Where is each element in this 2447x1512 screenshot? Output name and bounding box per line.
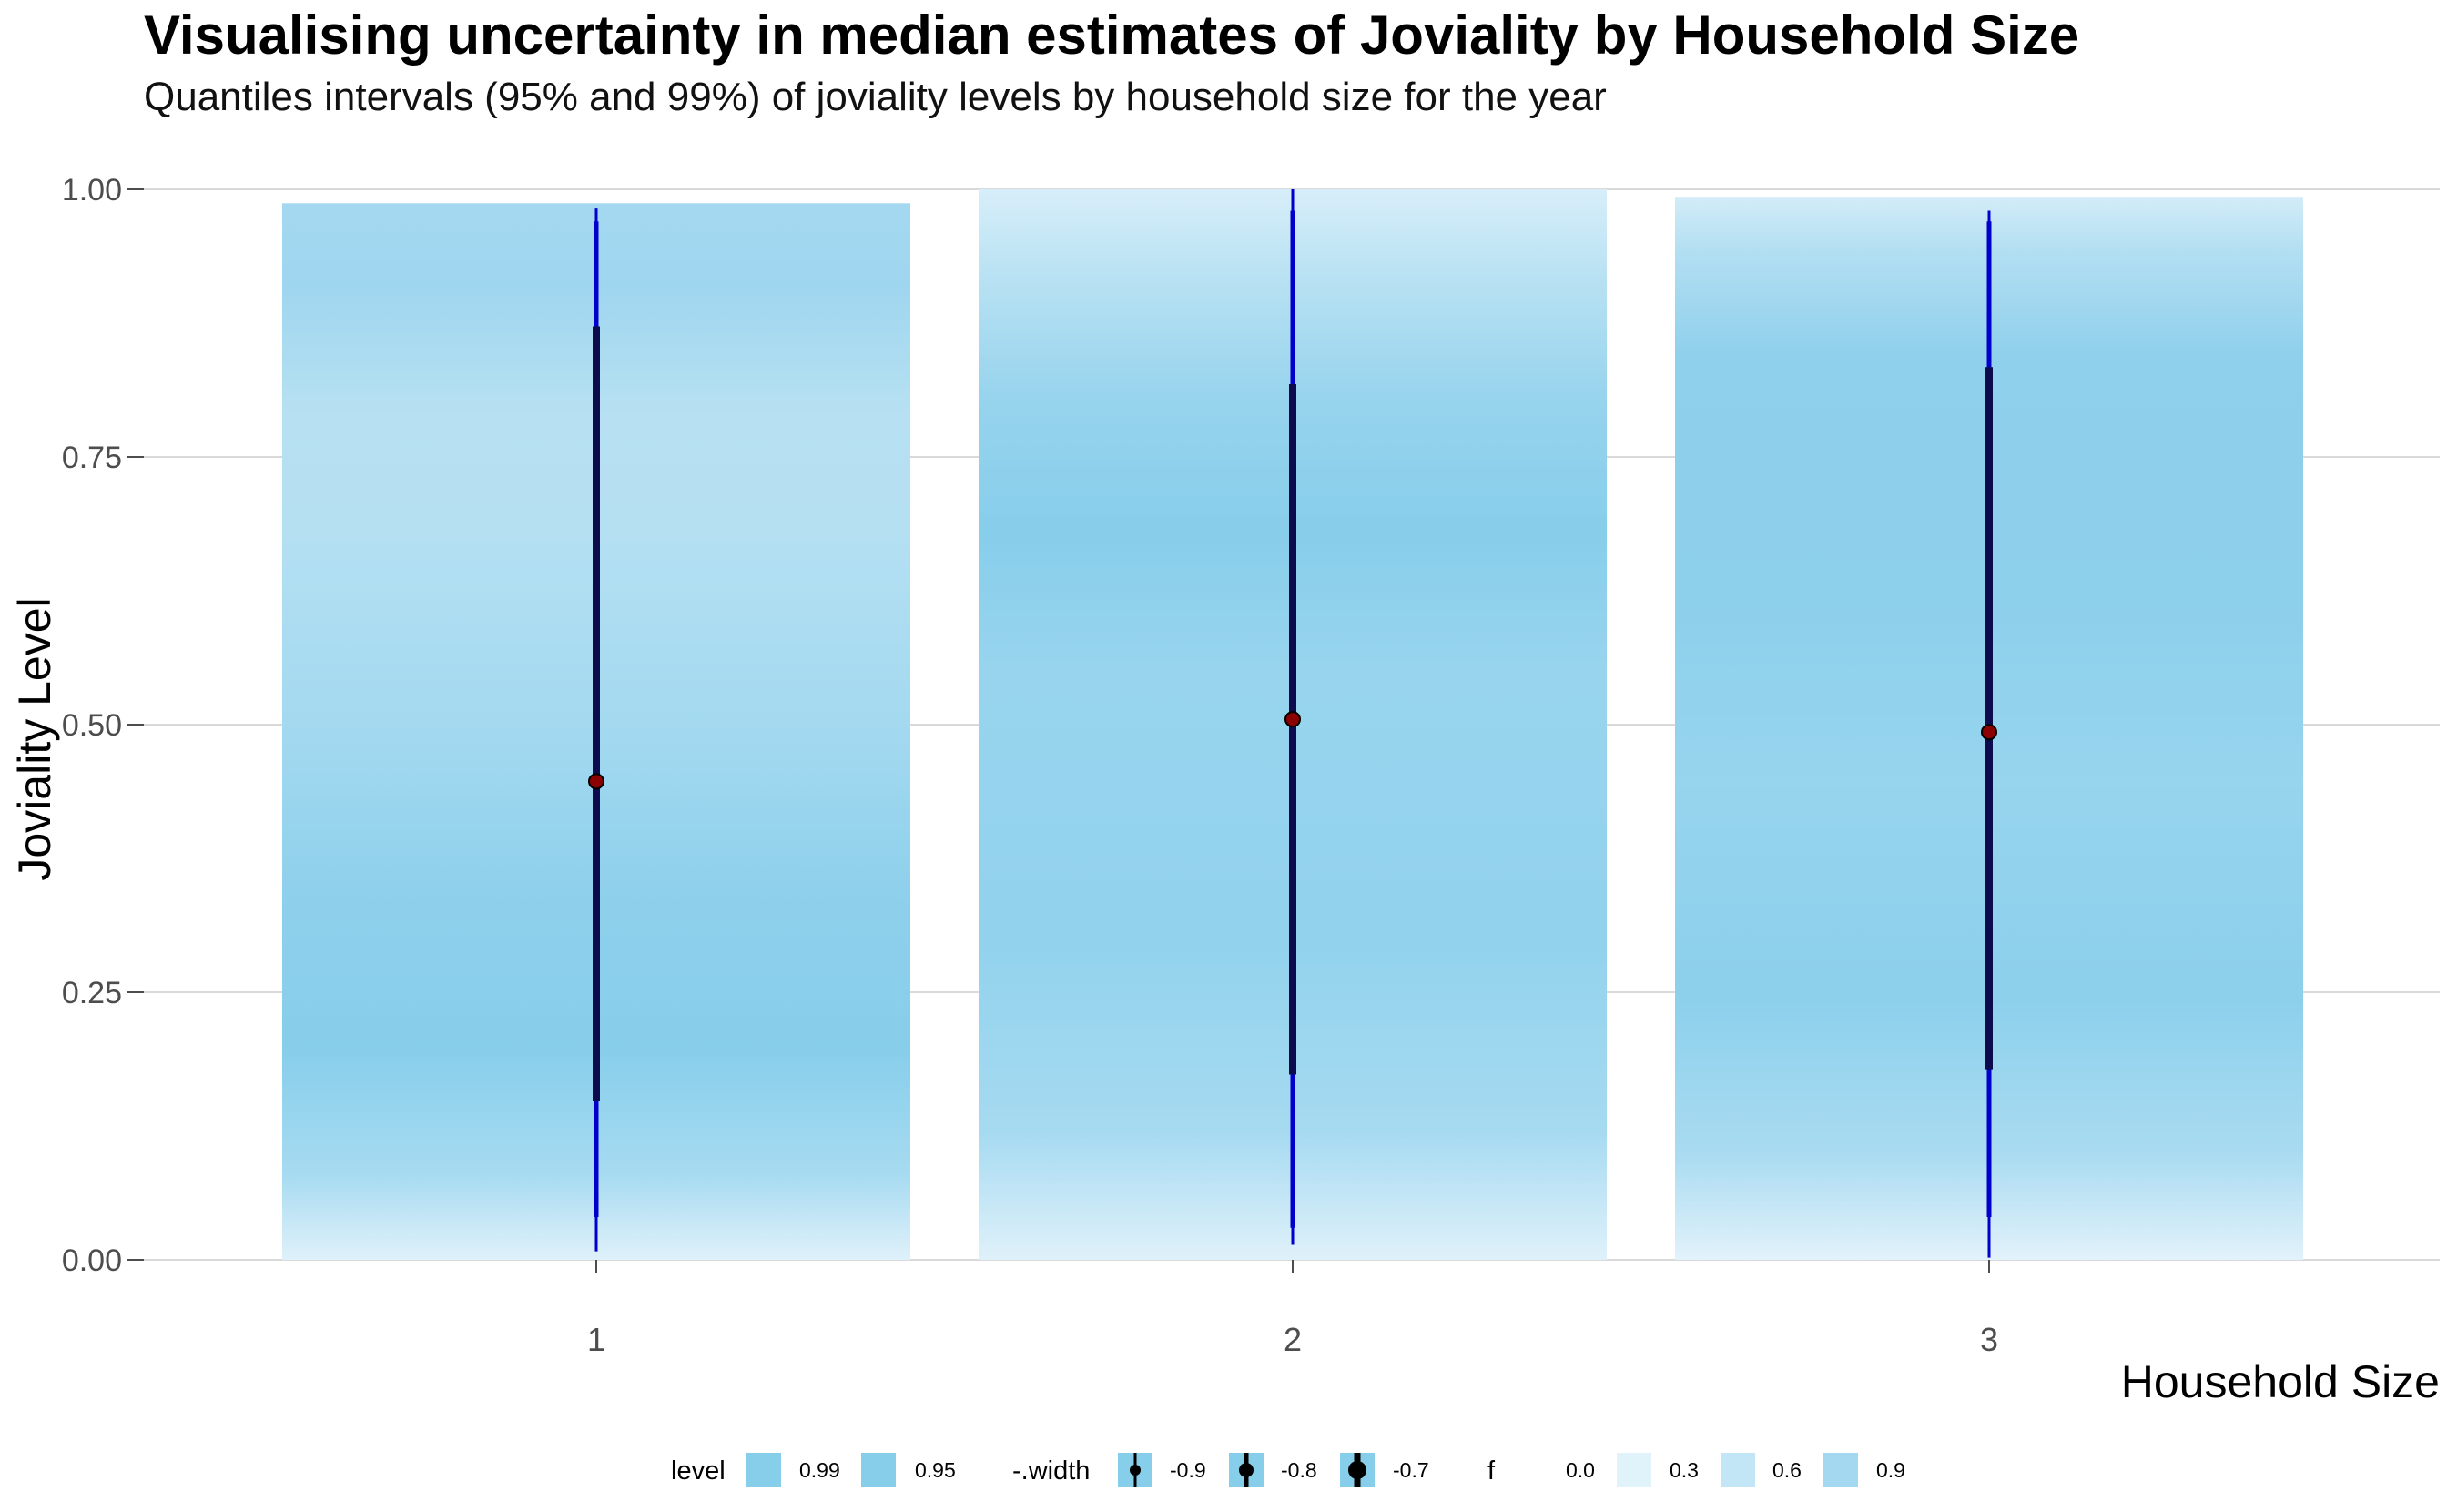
legend-title-f: f: [1487, 1456, 1496, 1486]
legend-label-level-099: 0.99: [799, 1458, 840, 1482]
legend-key-width-09: [1118, 1453, 1152, 1487]
legend-label-f-00: 0.0: [1566, 1458, 1595, 1482]
legend-title-width: -.width: [1012, 1456, 1090, 1486]
legend-label-width-08: -0.8: [1281, 1458, 1317, 1482]
legend-label-f-06: 0.6: [1772, 1458, 1802, 1482]
legend-key-level-099: [746, 1453, 781, 1487]
ytick-label-0: 0.00: [62, 1243, 122, 1278]
legend-label-width-09: -0.9: [1170, 1458, 1206, 1482]
x-axis-ticks: 1 2 3: [587, 1260, 1998, 1358]
legend-key-width-08: [1229, 1453, 1264, 1487]
ytick-label-1: 0.25: [62, 976, 122, 1010]
xtick-label-2: 2: [1284, 1321, 1302, 1358]
legend-key-width-07: [1340, 1453, 1375, 1487]
ytick-label-2: 0.50: [62, 708, 122, 743]
median-point-1: [588, 773, 604, 790]
legend-key-level-095: [861, 1453, 896, 1487]
chart-title: Visualising uncertainty in median estima…: [144, 5, 2080, 66]
legend-label-f-03: 0.3: [1670, 1458, 1699, 1482]
median-point-2: [1284, 711, 1301, 728]
legend-title-level: level: [671, 1456, 726, 1486]
x-axis-title: Household Size: [2121, 1356, 2440, 1407]
legend-label-width-07: -0.7: [1393, 1458, 1429, 1482]
chart-subtitle: Quantiles intervals (95% and 99%) of jov…: [144, 75, 1607, 119]
legend-label-f-09: 0.9: [1876, 1458, 1905, 1482]
ytick-label-4: 1.00: [62, 173, 122, 208]
legend-label-level-095: 0.95: [915, 1458, 956, 1482]
legend-key-f-06: [1721, 1453, 1755, 1487]
y-axis-title: Joviality Level: [9, 597, 60, 880]
median-point-3: [1981, 724, 1997, 741]
y-axis-ticks: 0.00 0.25 0.50 0.75 1.00: [62, 173, 144, 1278]
xtick-label-3: 3: [1980, 1321, 1998, 1358]
legend-key-f-03: [1617, 1453, 1651, 1487]
xtick-label-1: 1: [587, 1321, 605, 1358]
legend-key-f-09: [1823, 1453, 1858, 1487]
legend: level 0.99 0.95 -.width -0.9 -0.8 -0.7 f…: [671, 1453, 1905, 1487]
interval-lines: [588, 189, 1997, 1258]
ytick-label-3: 0.75: [62, 441, 122, 475]
